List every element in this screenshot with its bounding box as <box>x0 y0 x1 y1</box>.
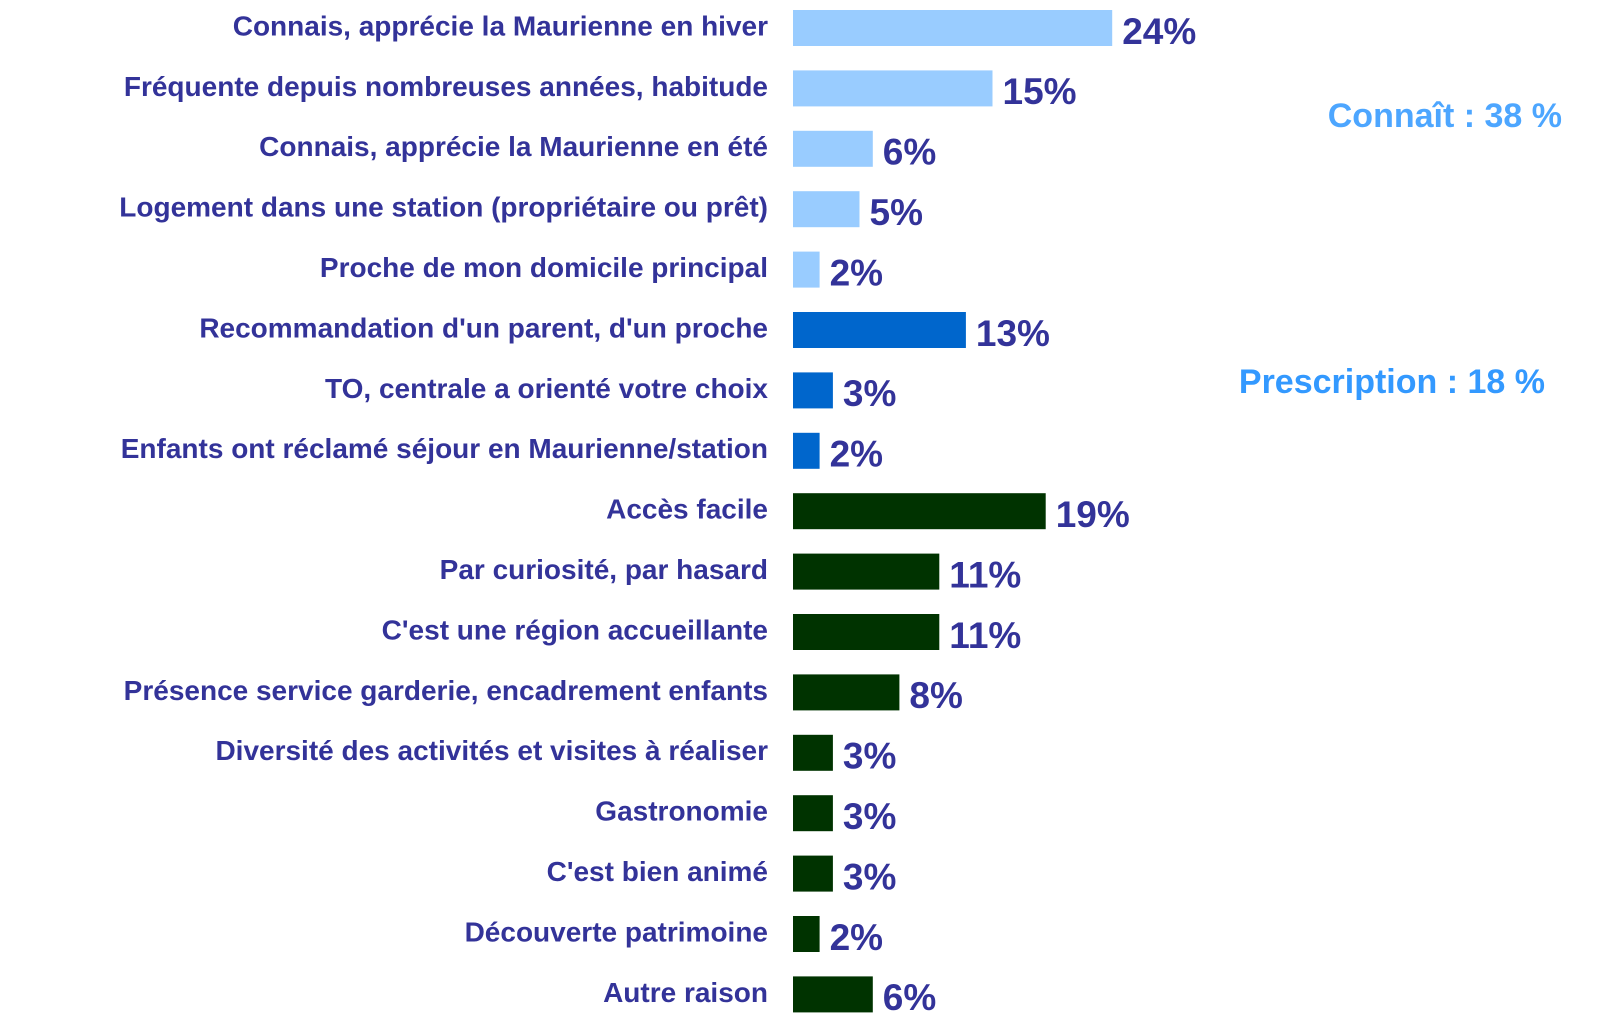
bar <box>793 493 1046 530</box>
category-label: Logement dans une station (propriétaire … <box>119 192 768 223</box>
value-label: 2% <box>830 434 883 475</box>
value-label: 3% <box>843 373 896 414</box>
bar <box>793 312 966 348</box>
value-label: 11% <box>949 615 1021 656</box>
bar <box>793 130 873 167</box>
bar <box>793 734 833 771</box>
category-label: Autre raison <box>603 977 768 1008</box>
category-label: Fréquente depuis nombreuses années, habi… <box>124 71 768 102</box>
value-label: 2% <box>830 252 883 293</box>
bar <box>793 614 940 650</box>
category-label: Gastronomie <box>595 796 768 827</box>
value-label: 13% <box>976 313 1050 354</box>
value-label: 3% <box>843 736 896 777</box>
category-label: C'est bien animé <box>547 856 768 887</box>
bar <box>793 855 833 892</box>
bar <box>793 976 873 1013</box>
category-label: Connais, apprécie la Maurienne en hiver <box>233 10 768 41</box>
value-label: 19% <box>1056 494 1130 535</box>
value-label: 2% <box>830 917 883 958</box>
value-label: 24% <box>1122 11 1196 52</box>
bar <box>793 916 820 952</box>
category-label: Par curiosité, par hasard <box>440 554 768 585</box>
value-label: 6% <box>883 977 936 1018</box>
bar <box>793 432 820 469</box>
value-label: 11% <box>949 554 1021 595</box>
bar <box>793 10 1113 46</box>
bar <box>793 674 900 711</box>
category-label: Connais, apprécie la Maurienne en été <box>259 131 768 162</box>
bar <box>793 795 833 832</box>
category-label: Recommandation d'un parent, d'un proche <box>199 312 768 343</box>
category-label: TO, centrale a orienté votre choix <box>325 373 768 404</box>
bar <box>793 70 993 107</box>
category-label: Diversité des activités et visites à réa… <box>215 735 768 766</box>
value-label: 6% <box>883 132 936 173</box>
category-label: Accès facile <box>606 494 768 525</box>
category-label: Découverte patrimoine <box>465 916 768 947</box>
value-label: 5% <box>870 192 923 233</box>
annotation: Prescription : 18 % <box>1239 363 1545 401</box>
annotation: Connaît : 38 % <box>1328 97 1562 135</box>
value-label: 15% <box>1003 71 1077 112</box>
bar <box>793 553 940 590</box>
category-label: Présence service garderie, encadrement e… <box>124 675 768 706</box>
value-label: 8% <box>909 675 962 716</box>
category-label: C'est une région accueillante <box>382 614 768 645</box>
bar <box>793 372 833 409</box>
bar <box>793 251 820 288</box>
category-label: Proche de mon domicile principal <box>320 252 768 283</box>
value-label: 3% <box>843 796 896 837</box>
category-label: Enfants ont réclamé séjour en Maurienne/… <box>121 433 768 464</box>
value-label: 3% <box>843 856 896 897</box>
bar <box>793 191 860 228</box>
